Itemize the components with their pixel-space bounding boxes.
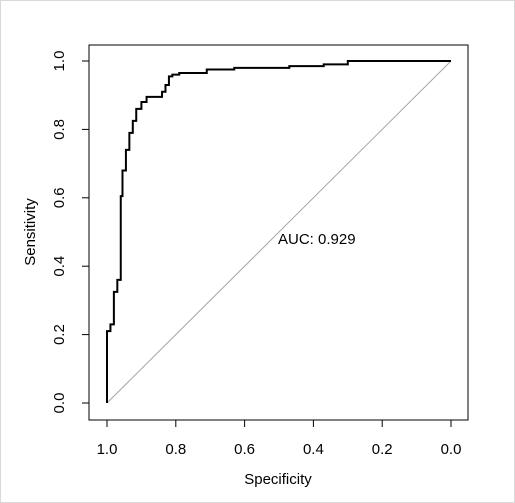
y-tick-label: 1.0 [51,51,68,72]
reference-diagonal-line [106,60,452,404]
x-tick-label: 0.8 [165,441,186,458]
auc-annotation: AUC: 0.929 [278,231,356,248]
reference-line-layer [106,60,452,404]
roc-curve-layer [106,60,451,403]
x-tick-label: 0.0 [441,441,462,458]
x-tick-label: 0.4 [303,441,324,458]
x-axis-label: Specificity [244,471,312,488]
x-tick-label: 0.2 [372,441,393,458]
x-tick-label: 0.6 [234,441,255,458]
x-axis: 1.0 0.8 0.6 0.4 0.2 0.0 [97,419,462,458]
y-axis: 0.0 0.2 0.4 0.6 0.8 1.0 [51,51,90,414]
x-tick-label: 1.0 [97,441,118,458]
y-tick-label: 0.2 [51,324,68,345]
y-tick-label: 0.8 [51,119,68,140]
roc-curve-line [106,60,451,403]
y-tick-label: 0.0 [51,393,68,414]
y-tick-label: 0.4 [51,256,68,277]
y-axis-label: Sensitivity [22,198,39,266]
y-tick-label: 0.6 [51,187,68,208]
